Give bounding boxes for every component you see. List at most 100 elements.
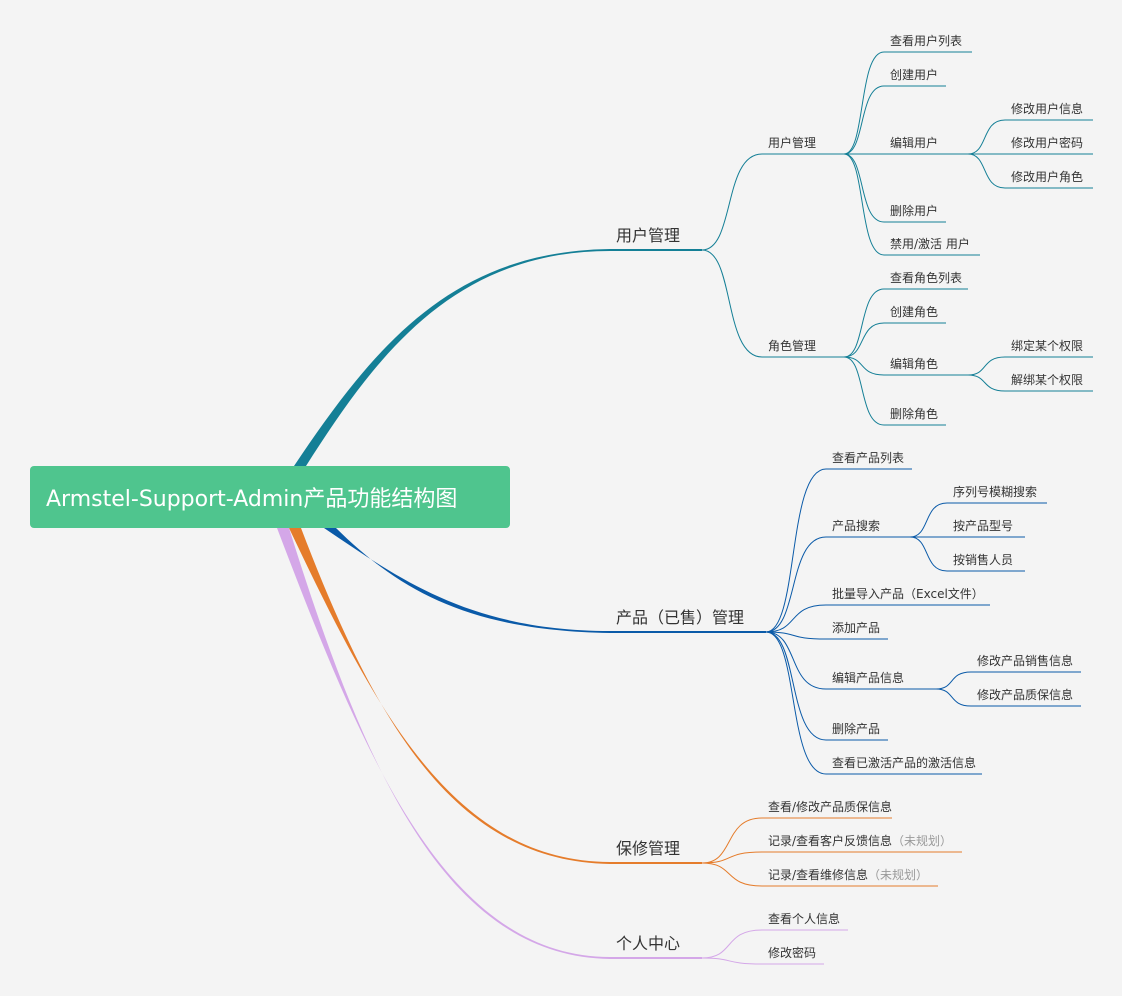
topic-修改用户信息[interactable]: 修改用户信息 — [1011, 103, 1083, 115]
topic-添加产品[interactable]: 添加产品 — [832, 622, 880, 634]
topic-按销售人员-connector — [909, 536, 948, 572]
topic-查看已激活产品的激活信息-connector — [765, 631, 827, 775]
topic-角色管理-connector — [701, 249, 763, 358]
topic-删除产品-label: 删除产品 — [832, 722, 881, 736]
topic-修改用户信息-label: 修改用户信息 — [1011, 102, 1084, 116]
topic-禁用-激活-用户[interactable]: 禁用/激活 用户 — [890, 238, 970, 250]
topic-查看用户列表-connector — [843, 51, 885, 155]
topic-查看已激活产品的激活信息[interactable]: 查看已激活产品的激活信息 — [832, 757, 976, 769]
topic-编辑角色[interactable]: 编辑角色 — [890, 358, 938, 370]
topic-修改用户信息-connector — [967, 119, 1006, 155]
root-topic[interactable]: Armstel-Support-Admin产品功能结构图 — [30, 466, 510, 528]
topic-批量导入产品-excel文件[interactable]: 批量导入产品（Excel文件） — [832, 588, 984, 600]
topic-角色管理-label: 角色管理 — [768, 339, 817, 353]
topic-删除产品-connector — [765, 631, 827, 741]
topic-修改产品销售信息[interactable]: 修改产品销售信息 — [977, 655, 1073, 667]
topic-创建用户[interactable]: 创建用户 — [890, 69, 938, 81]
topic-编辑产品信息-label: 编辑产品信息 — [832, 671, 905, 685]
topic-修改密码-connector — [701, 957, 763, 965]
topic-修改产品质保信息-connector — [935, 688, 972, 707]
topic-绑定某个权限-connector — [967, 356, 1006, 376]
topic-产品搜索-connector — [765, 536, 827, 633]
topic-删除角色-label: 删除角色 — [890, 407, 939, 421]
topic-查看-修改产品质保信息-connector — [701, 817, 763, 864]
topic-删除角色[interactable]: 删除角色 — [890, 408, 938, 420]
topic-删除用户-label: 删除用户 — [890, 204, 939, 218]
topic-修改产品质保信息[interactable]: 修改产品质保信息 — [977, 689, 1073, 701]
topic-解绑某个权限[interactable]: 解绑某个权限 — [1011, 374, 1083, 386]
topic-修改产品质保信息-label: 修改产品质保信息 — [977, 688, 1074, 702]
branch-用户管理-label: 用户管理 — [616, 226, 681, 245]
topic-记录-查看客户反馈信息-connector — [701, 851, 763, 864]
branch-用户管理[interactable]: 用户管理 — [616, 228, 680, 244]
topic-修改用户角色-label: 修改用户角色 — [1011, 170, 1084, 184]
topic-查看角色列表[interactable]: 查看角色列表 — [890, 272, 962, 284]
topic-绑定某个权限[interactable]: 绑定某个权限 — [1011, 340, 1083, 352]
topic-修改产品销售信息-connector — [935, 671, 972, 690]
branch-产品-已售-管理[interactable]: 产品（已售）管理 — [616, 610, 744, 626]
topic-绑定某个权限-label: 绑定某个权限 — [1011, 339, 1084, 353]
topic-记录-查看客户反馈信息-note: （未规划） — [892, 834, 953, 848]
topic-禁用-激活-用户-label: 禁用/激活 用户 — [890, 237, 970, 251]
topic-编辑产品信息-connector — [765, 631, 827, 690]
topic-查看-修改产品质保信息-label: 查看/修改产品质保信息 — [768, 800, 893, 814]
topic-创建角色-label: 创建角色 — [890, 305, 939, 319]
topic-创建角色-connector — [843, 322, 885, 358]
topic-查看用户列表[interactable]: 查看用户列表 — [890, 35, 962, 47]
topic-按产品型号[interactable]: 按产品型号 — [953, 520, 1013, 532]
topic-删除用户[interactable]: 删除用户 — [890, 205, 938, 217]
topic-查看产品列表-connector — [765, 468, 827, 633]
topic-按产品型号-label: 按产品型号 — [953, 519, 1014, 533]
topic-删除产品[interactable]: 删除产品 — [832, 723, 880, 735]
topic-添加产品-connector — [765, 631, 827, 640]
topic-修改用户密码-label: 修改用户密码 — [1011, 136, 1084, 150]
topic-批量导入产品-excel文件-connector — [765, 604, 827, 633]
branch-个人中心[interactable]: 个人中心 — [616, 936, 680, 952]
root-topic-label: Armstel-Support-Admin产品功能结构图 — [46, 487, 458, 512]
topic-记录-查看维修信息[interactable]: 记录/查看维修信息（未规划） — [768, 869, 928, 881]
topic-查看角色列表-label: 查看角色列表 — [890, 271, 963, 285]
topic-编辑角色-connector — [843, 356, 885, 376]
topic-序列号模糊搜索-connector — [909, 502, 948, 538]
topic-修改用户角色[interactable]: 修改用户角色 — [1011, 171, 1083, 183]
topic-记录-查看维修信息-label: 记录/查看维修信息 — [768, 868, 869, 882]
topic-按销售人员[interactable]: 按销售人员 — [953, 554, 1013, 566]
topic-查看-修改产品质保信息[interactable]: 查看/修改产品质保信息 — [768, 801, 892, 813]
branch-保修管理[interactable]: 保修管理 — [616, 841, 680, 857]
topic-修改密码[interactable]: 修改密码 — [768, 947, 816, 959]
topic-删除用户-connector — [843, 153, 885, 223]
branch-个人中心-label: 个人中心 — [616, 934, 681, 953]
topic-记录-查看客户反馈信息-label: 记录/查看客户反馈信息 — [768, 834, 893, 848]
topic-创建用户-label: 创建用户 — [890, 68, 939, 82]
topic-查看个人信息[interactable]: 查看个人信息 — [768, 913, 840, 925]
topic-角色管理[interactable]: 角色管理 — [768, 340, 816, 352]
branch-产品-已售-管理-main-connector — [324, 528, 610, 633]
topic-编辑产品信息[interactable]: 编辑产品信息 — [832, 672, 904, 684]
branch-保修管理-main-connector — [289, 528, 610, 864]
topic-编辑角色-label: 编辑角色 — [890, 357, 939, 371]
topic-查看产品列表-label: 查看产品列表 — [832, 451, 905, 465]
topic-修改用户密码[interactable]: 修改用户密码 — [1011, 137, 1083, 149]
topic-删除角色-connector — [843, 356, 885, 426]
topic-查看用户列表-label: 查看用户列表 — [890, 34, 963, 48]
topic-查看产品列表[interactable]: 查看产品列表 — [832, 452, 904, 464]
topic-查看角色列表-connector — [843, 288, 885, 358]
topic-查看已激活产品的激活信息-label: 查看已激活产品的激活信息 — [832, 756, 977, 770]
topic-用户管理[interactable]: 用户管理 — [768, 137, 816, 149]
topic-记录-查看维修信息-connector — [701, 862, 763, 887]
topic-序列号模糊搜索[interactable]: 序列号模糊搜索 — [953, 486, 1037, 498]
topic-记录-查看维修信息-note: （未规划） — [868, 868, 929, 882]
topic-添加产品-label: 添加产品 — [832, 621, 881, 635]
topic-按销售人员-label: 按销售人员 — [953, 553, 1014, 567]
topic-修改用户角色-connector — [967, 153, 1006, 189]
topic-修改密码-label: 修改密码 — [768, 946, 817, 960]
topic-产品搜索[interactable]: 产品搜索 — [832, 520, 880, 532]
topic-编辑用户-label: 编辑用户 — [890, 136, 939, 150]
topic-创建角色[interactable]: 创建角色 — [890, 306, 938, 318]
topic-记录-查看客户反馈信息[interactable]: 记录/查看客户反馈信息（未规划） — [768, 835, 952, 847]
topic-修改产品销售信息-label: 修改产品销售信息 — [977, 654, 1074, 668]
topic-编辑用户[interactable]: 编辑用户 — [890, 137, 938, 149]
topic-解绑某个权限-label: 解绑某个权限 — [1011, 373, 1084, 387]
